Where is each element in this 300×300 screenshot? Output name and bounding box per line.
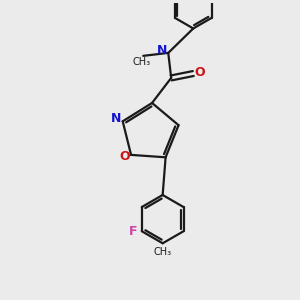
Text: CH₃: CH₃ [133, 57, 151, 67]
Text: F: F [129, 225, 138, 238]
Text: N: N [157, 44, 167, 57]
Text: CH₃: CH₃ [154, 247, 172, 257]
Text: N: N [111, 112, 122, 125]
Text: O: O [194, 65, 205, 79]
Text: O: O [119, 150, 130, 163]
